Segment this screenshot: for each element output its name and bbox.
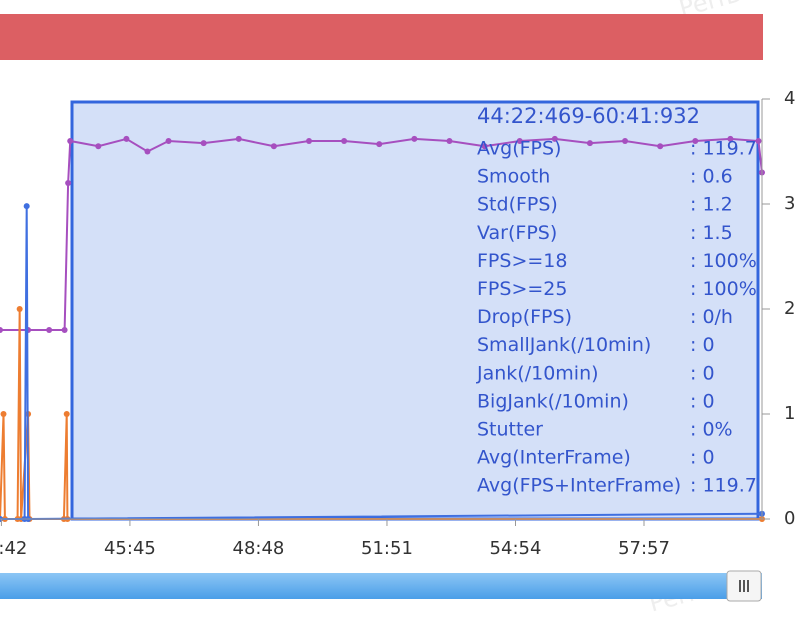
data-point xyxy=(755,138,762,144)
y-tick-label: 2 xyxy=(784,298,795,319)
stat-label: FPS>=25 xyxy=(477,278,567,300)
y-tick-label: 4 xyxy=(784,88,795,109)
data-point xyxy=(67,138,74,144)
data-point xyxy=(622,138,629,144)
selection-box[interactable] xyxy=(70,100,760,521)
data-point xyxy=(411,135,418,142)
data-point xyxy=(376,141,383,148)
data-point xyxy=(481,143,488,150)
data-point xyxy=(144,148,151,155)
data-point xyxy=(0,411,7,417)
stat-value: : 0 xyxy=(690,334,715,356)
stat-value: : 1.5 xyxy=(690,222,733,244)
data-point xyxy=(23,203,30,210)
data-point xyxy=(63,411,70,417)
data-point xyxy=(61,327,68,333)
stat-value: : 0.6 xyxy=(690,166,733,188)
stat-label: BigJank(/10min) xyxy=(477,390,629,412)
stat-value: : 119.7 xyxy=(690,475,757,497)
data-point xyxy=(200,140,207,147)
stat-label: Jank(/10min) xyxy=(476,362,599,384)
stat-label: Smooth xyxy=(477,166,550,188)
data-point xyxy=(16,306,23,312)
x-tick-label: 57:57 xyxy=(618,538,670,559)
data-point xyxy=(95,143,102,150)
stat-label: Avg(InterFrame) xyxy=(477,447,631,469)
data-point xyxy=(46,327,53,333)
data-point xyxy=(123,135,130,142)
x-tick-label: 42:42 xyxy=(0,538,27,559)
stat-value: : 0 xyxy=(690,447,715,469)
x-tick-label: 45:45 xyxy=(104,538,156,559)
stat-label: Std(FPS) xyxy=(477,194,558,216)
series-line xyxy=(0,137,763,331)
x-tick-label: 51:51 xyxy=(361,538,413,559)
data-point xyxy=(446,138,453,144)
stat-label: Avg(FPS+InterFrame) xyxy=(477,475,681,497)
y-tick-label: 1 xyxy=(784,403,795,424)
stat-value: : 0 xyxy=(690,390,715,412)
stat-label: Stutter xyxy=(477,419,543,441)
data-point xyxy=(551,135,558,142)
stat-label: Var(FPS) xyxy=(477,222,557,244)
stat-value: : 0/h xyxy=(690,306,733,328)
data-point xyxy=(0,327,3,333)
x-tick-label: 48:48 xyxy=(233,538,285,559)
stat-value: : 100% xyxy=(690,250,757,272)
data-point xyxy=(306,138,313,144)
stat-value: : 100% xyxy=(690,278,757,300)
data-point xyxy=(657,143,664,150)
x-tick-label: 54:54 xyxy=(490,538,542,559)
selection-range: 44:22:469-60:41:932 xyxy=(477,104,700,128)
y-tick-label: 0 xyxy=(784,508,795,529)
stat-value: : 119.7 xyxy=(690,138,757,160)
stat-value: : 0 xyxy=(690,362,715,384)
stat-value: : 0% xyxy=(690,419,733,441)
stat-label: Drop(FPS) xyxy=(477,306,572,328)
stat-label: Avg(FPS) xyxy=(477,138,561,160)
data-point xyxy=(586,140,593,147)
stat-label: FPS>=18 xyxy=(477,250,567,272)
data-point xyxy=(516,138,523,144)
data-point xyxy=(65,180,72,186)
data-point xyxy=(341,138,348,144)
data-point xyxy=(235,135,242,142)
stat-label: SmallJank(/10min) xyxy=(477,334,651,356)
data-point xyxy=(165,138,172,144)
y-tick-label: 3 xyxy=(784,193,795,214)
data-point xyxy=(692,138,699,144)
stat-value: : 1.2 xyxy=(690,194,733,216)
scrollbar[interactable] xyxy=(0,573,762,599)
top-bar xyxy=(0,14,763,60)
grip-icon xyxy=(739,580,749,592)
data-point xyxy=(727,135,734,142)
data-point xyxy=(270,143,277,150)
